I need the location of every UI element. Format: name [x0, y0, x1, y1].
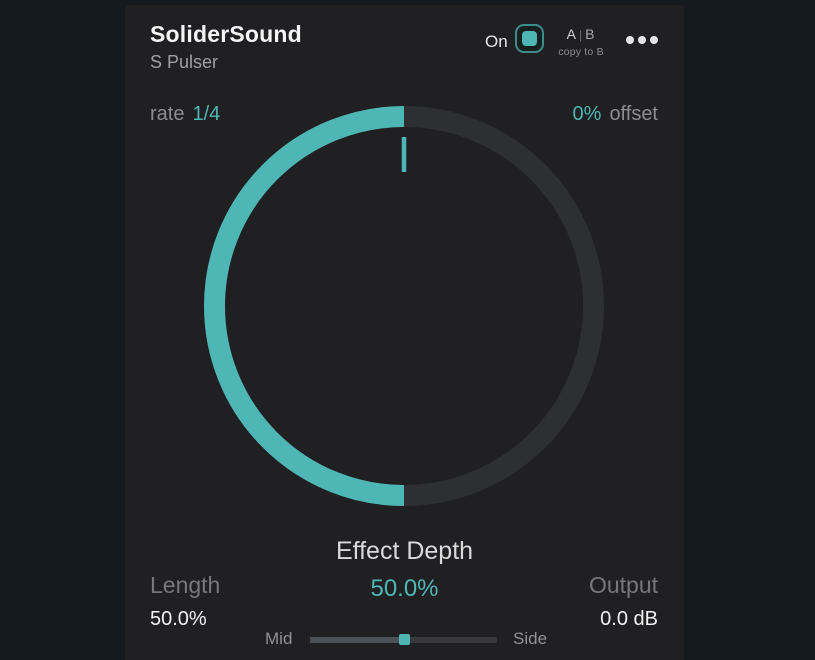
offset-label: offset: [609, 103, 658, 125]
power-toggle-button[interactable]: [515, 24, 544, 53]
mid-side-track-filled: [310, 637, 404, 643]
plugin-panel: SoliderSound S Pulser On A | B copy to B r…: [125, 5, 684, 660]
rate-param: rate 1/4: [150, 102, 220, 126]
output-value[interactable]: 0.0 dB: [600, 608, 658, 630]
effect-depth-value[interactable]: 50.0%: [370, 575, 439, 602]
plugin-title: SoliderSound: [150, 21, 302, 47]
side-label: Side: [513, 629, 548, 648]
mid-side-handle[interactable]: [398, 634, 410, 645]
ab-labels[interactable]: A | B: [548, 26, 614, 43]
power-label: On: [485, 32, 508, 51]
mid-label: Mid: [265, 629, 293, 648]
menu-button[interactable]: [625, 33, 659, 47]
offset-param: 0% offset: [573, 102, 658, 126]
ab-separator: |: [578, 28, 584, 42]
offset-value[interactable]: 0%: [572, 103, 602, 125]
ellipsis-icon: [626, 36, 634, 44]
effect-depth-label: Effect Depth: [335, 537, 474, 565]
ab-b-label[interactable]: B: [585, 26, 596, 42]
rate-value[interactable]: 1/4: [192, 103, 221, 125]
effect-depth-knob[interactable]: [199, 101, 609, 511]
ab-compare-control[interactable]: A | B copy to B: [548, 26, 614, 58]
length-value[interactable]: 50.0%: [150, 608, 207, 630]
knob-fill-arc: [204, 106, 604, 506]
ellipsis-icon: [650, 36, 658, 44]
copy-to-b-button[interactable]: copy to B: [558, 45, 604, 58]
power-on-indicator: [522, 31, 537, 46]
output-label: Output: [588, 572, 658, 598]
ab-a-label[interactable]: A: [566, 26, 577, 42]
length-label: Length: [150, 572, 221, 598]
plugin-subtitle: S Pulser: [150, 52, 219, 72]
rate-label: rate: [150, 103, 185, 125]
mid-side-slider[interactable]: [310, 634, 497, 645]
ellipsis-icon: [638, 36, 646, 44]
